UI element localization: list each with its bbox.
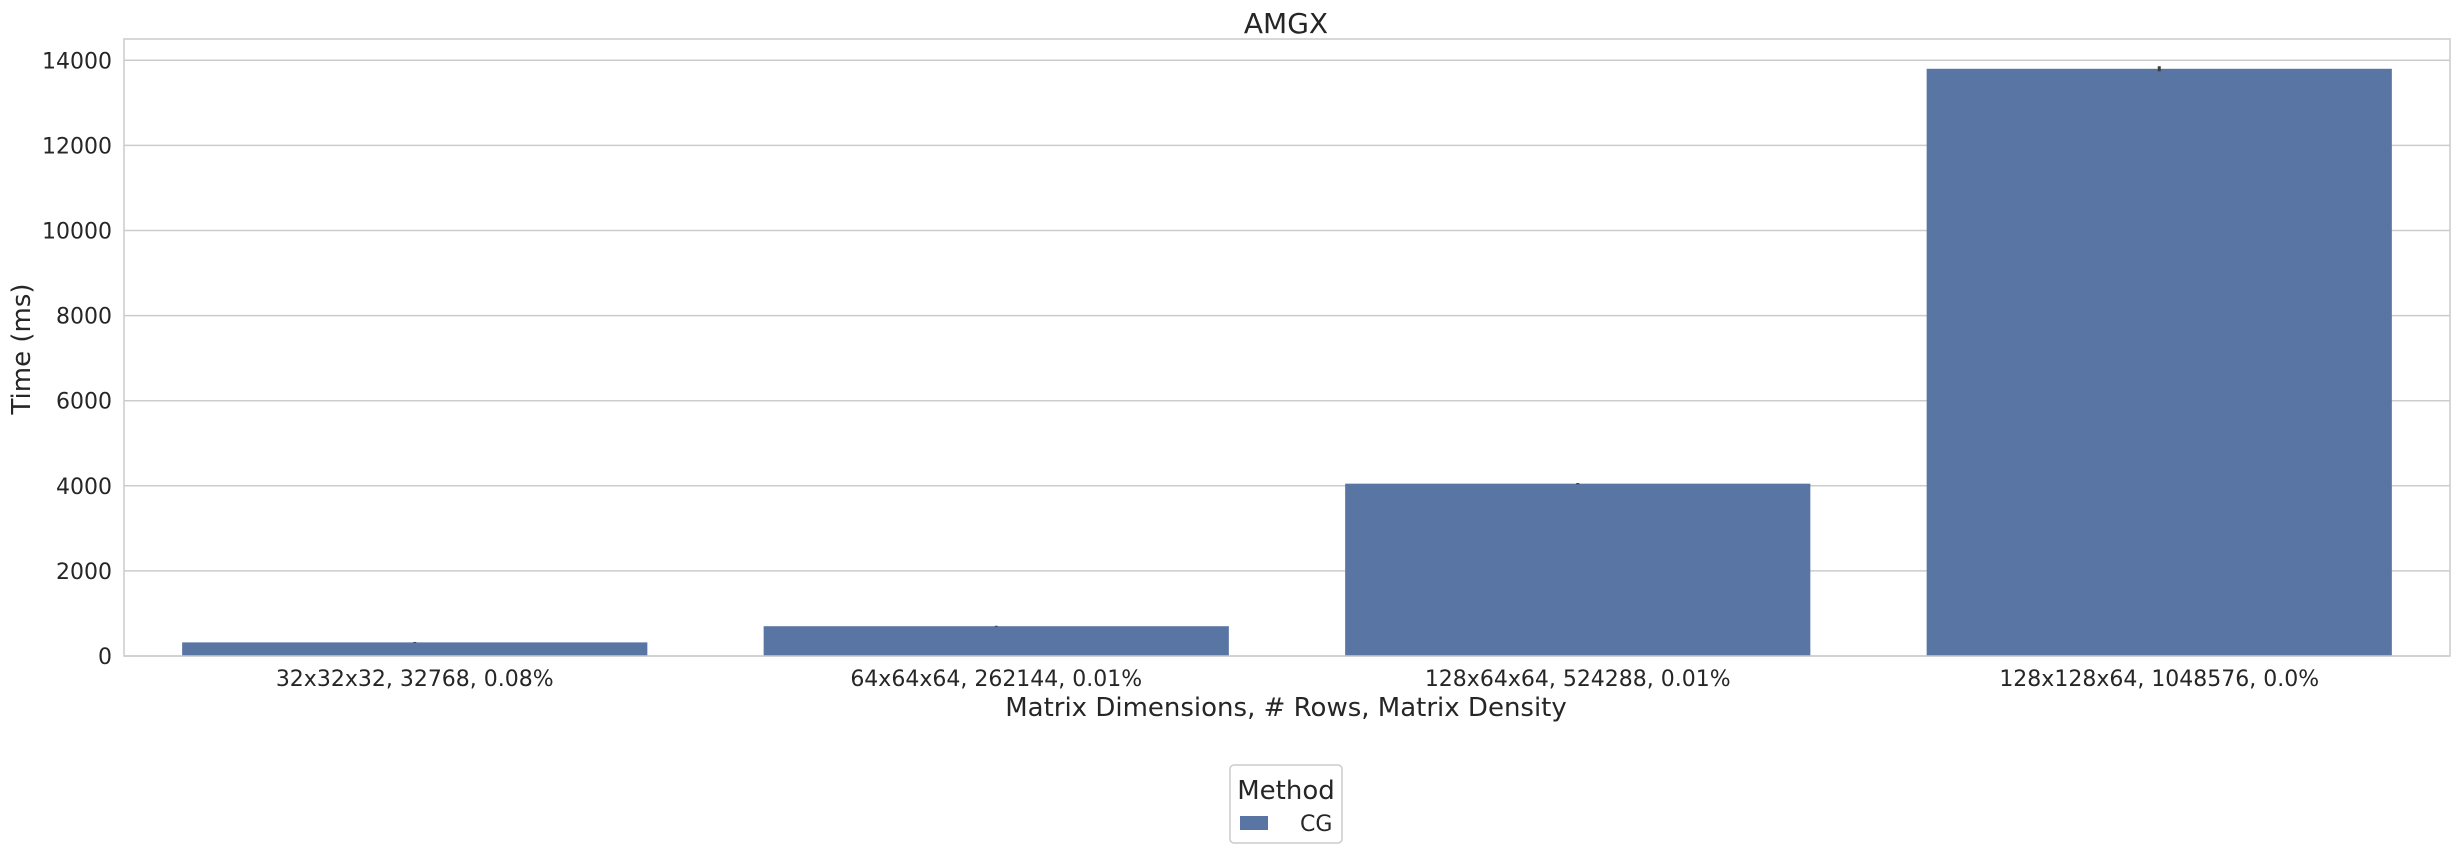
- legend-title: Method: [1237, 776, 1335, 806]
- legend-swatch-cg: [1240, 816, 1268, 830]
- y-tick-labels: 0 2000 4000 6000 8000 10000 12000 14000: [42, 49, 112, 670]
- bar-3: [1345, 483, 1811, 656]
- y-axis-label: Time (ms): [7, 283, 37, 415]
- y-tick-label: 12000: [42, 134, 112, 159]
- chart-title: AMGX: [1244, 7, 1328, 40]
- x-axis-label: Matrix Dimensions, # Rows, Matrix Densit…: [1005, 693, 1567, 723]
- y-tick-label: 0: [98, 645, 112, 670]
- x-tick-labels: 32x32x32, 32768, 0.08% 64x64x64, 262144, …: [276, 667, 2319, 692]
- x-tick-label: 64x64x64, 262144, 0.01%: [850, 667, 1142, 692]
- y-tick-label: 6000: [56, 390, 112, 415]
- y-tick-label: 2000: [56, 560, 112, 585]
- x-tick-label: 128x64x64, 524288, 0.01%: [1425, 667, 1731, 692]
- error-bars: [413, 66, 2161, 643]
- legend-label-cg: CG: [1300, 812, 1332, 837]
- legend: Method CG: [1229, 764, 1343, 844]
- bar-4: [1926, 68, 2392, 657]
- bar-1: [182, 642, 648, 656]
- y-gridlines: [124, 59, 2450, 657]
- x-tick-label: 128x128x64, 1048576, 0.0%: [1999, 667, 2319, 692]
- y-tick-label: 4000: [56, 475, 112, 500]
- y-tick-label: 8000: [56, 305, 112, 330]
- plot-frame: [123, 38, 2451, 657]
- x-tick-label: 32x32x32, 32768, 0.08%: [276, 667, 554, 692]
- bar-2: [763, 626, 1229, 656]
- bars: [182, 68, 2392, 657]
- y-tick-label: 10000: [42, 219, 112, 244]
- y-tick-label: 14000: [42, 49, 112, 74]
